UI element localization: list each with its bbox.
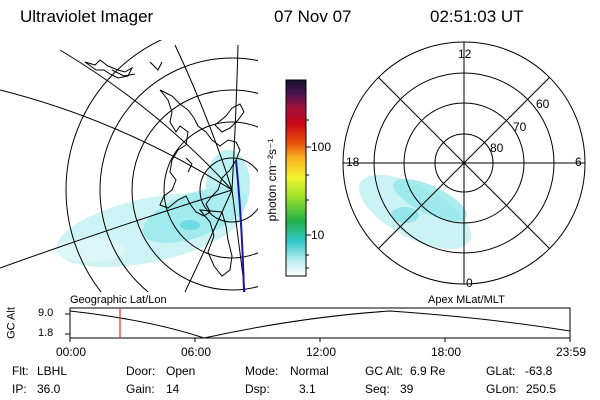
altitude-ytick-bottom: 1.8 <box>38 327 54 339</box>
geographic-map <box>0 40 258 292</box>
mode-label: Mode: <box>245 364 279 378</box>
flt-label: Flt: <box>12 364 29 378</box>
polar-lat-60-label: 60 <box>536 97 550 111</box>
polar-mlt-6-label: 6 <box>575 155 582 169</box>
glon-value: 250.5 <box>526 382 557 396</box>
polar-mlt-0-label: 0 <box>466 276 473 290</box>
colorbar-tick-100: 100 <box>311 140 332 154</box>
gc-alt-label: GC Alt: <box>365 364 404 378</box>
coastlines <box>84 59 245 277</box>
gc-altitude-curve <box>69 310 571 339</box>
gain-value: 14 <box>166 382 180 396</box>
altitude-xtick-0600: 06:00 <box>181 345 212 359</box>
altitude-xtick-1800: 18:00 <box>431 345 462 359</box>
dsp-label: Dsp: <box>245 382 270 396</box>
colorbar-unit-label: photon cm⁻²s⁻¹ <box>265 138 279 222</box>
altitude-ytick-top: 9.0 <box>38 307 54 319</box>
altitude-plot <box>65 307 571 342</box>
polar-mlt-12-label: 12 <box>458 47 472 61</box>
altitude-ylabel: GC Alt <box>5 307 18 339</box>
altitude-xtick-2359: 23:59 <box>556 345 587 359</box>
app-title: Ultraviolet Imager <box>20 7 154 26</box>
seq-label: Seq: <box>365 382 390 396</box>
seq-value: 39 <box>400 382 414 396</box>
polar-lat-70-label: 70 <box>513 120 527 134</box>
orbit-ground-track <box>235 159 245 292</box>
color-scale-bar <box>285 79 311 277</box>
ip-value: 36.0 <box>37 382 61 396</box>
door-label: Door: <box>126 364 156 378</box>
glat-label: GLat: <box>486 364 516 378</box>
polar-lat-80-label: 80 <box>490 141 504 155</box>
mode-value: Normal <box>290 364 329 378</box>
flt-value: LBHL <box>37 364 68 378</box>
geographic-map-label: Geographic Lat/Lon <box>70 294 167 306</box>
dsp-value: 3.1 <box>299 382 316 396</box>
polar-mlt-18-label: 18 <box>346 155 360 169</box>
altitude-xtick-1200: 12:00 <box>306 345 337 359</box>
colorbar-tick-10: 10 <box>311 228 325 242</box>
gain-label: Gain: <box>126 382 155 396</box>
glat-value: -63.8 <box>525 364 553 378</box>
glon-label: GLon: <box>486 382 519 396</box>
polar-mlat-mlt-plot <box>342 41 586 285</box>
header-time: 02:51:03 UT <box>430 7 524 26</box>
ip-label: IP: <box>12 382 27 396</box>
header-date: 07 Nov 07 <box>274 7 352 26</box>
altitude-xtick-0000: 00:00 <box>56 345 87 359</box>
latitude-lines <box>65 40 258 292</box>
gc-alt-value: 6.9 Re <box>410 364 446 378</box>
polar-map-label: Apex MLat/MLT <box>428 294 505 306</box>
door-value: Open <box>166 364 196 378</box>
longitude-lines <box>0 44 246 292</box>
